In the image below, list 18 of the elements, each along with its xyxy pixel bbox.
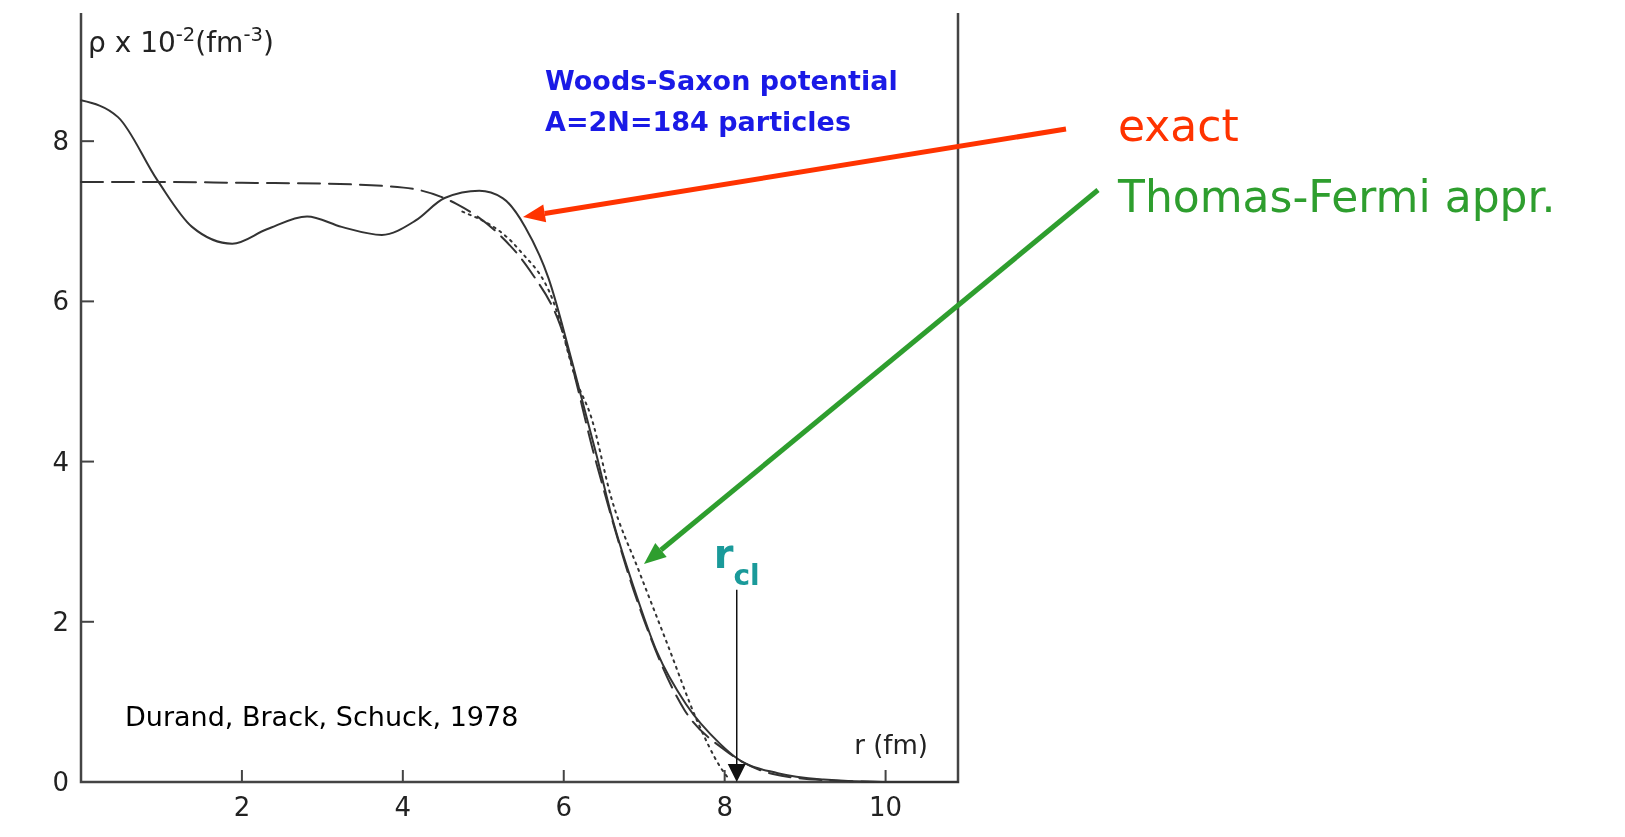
ref-line-label: r$_{cl}$ — [713, 530, 760, 592]
x-tick-label: 4 — [394, 792, 412, 822]
x-axis-title: r (fm) — [854, 730, 928, 760]
x-tick-label: 8 — [716, 792, 733, 822]
x-tick-label: 2 — [233, 792, 251, 822]
y-tick-label: 2 — [52, 606, 69, 637]
y-tick-label: 8 — [52, 126, 69, 157]
y-tick-label: 6 — [52, 286, 69, 317]
x-tick-label: 6 — [555, 792, 573, 822]
annotation: A=2N=184 particles — [545, 106, 851, 137]
x-tick-label: 10 — [869, 792, 903, 822]
annotation: Woods-Saxon potential — [545, 65, 898, 96]
y-tick-label: 0 — [52, 767, 69, 797]
annotation: Durand, Brack, Schuck, 1978 — [125, 701, 519, 732]
text: exact — [1118, 100, 1239, 151]
y-tick-label: 4 — [52, 446, 69, 477]
text: Thomas-Fermi appr. — [1117, 171, 1556, 222]
y-axis-title: ρ x 10$^{-2}$(fm$^{-3}$) — [88, 22, 274, 59]
